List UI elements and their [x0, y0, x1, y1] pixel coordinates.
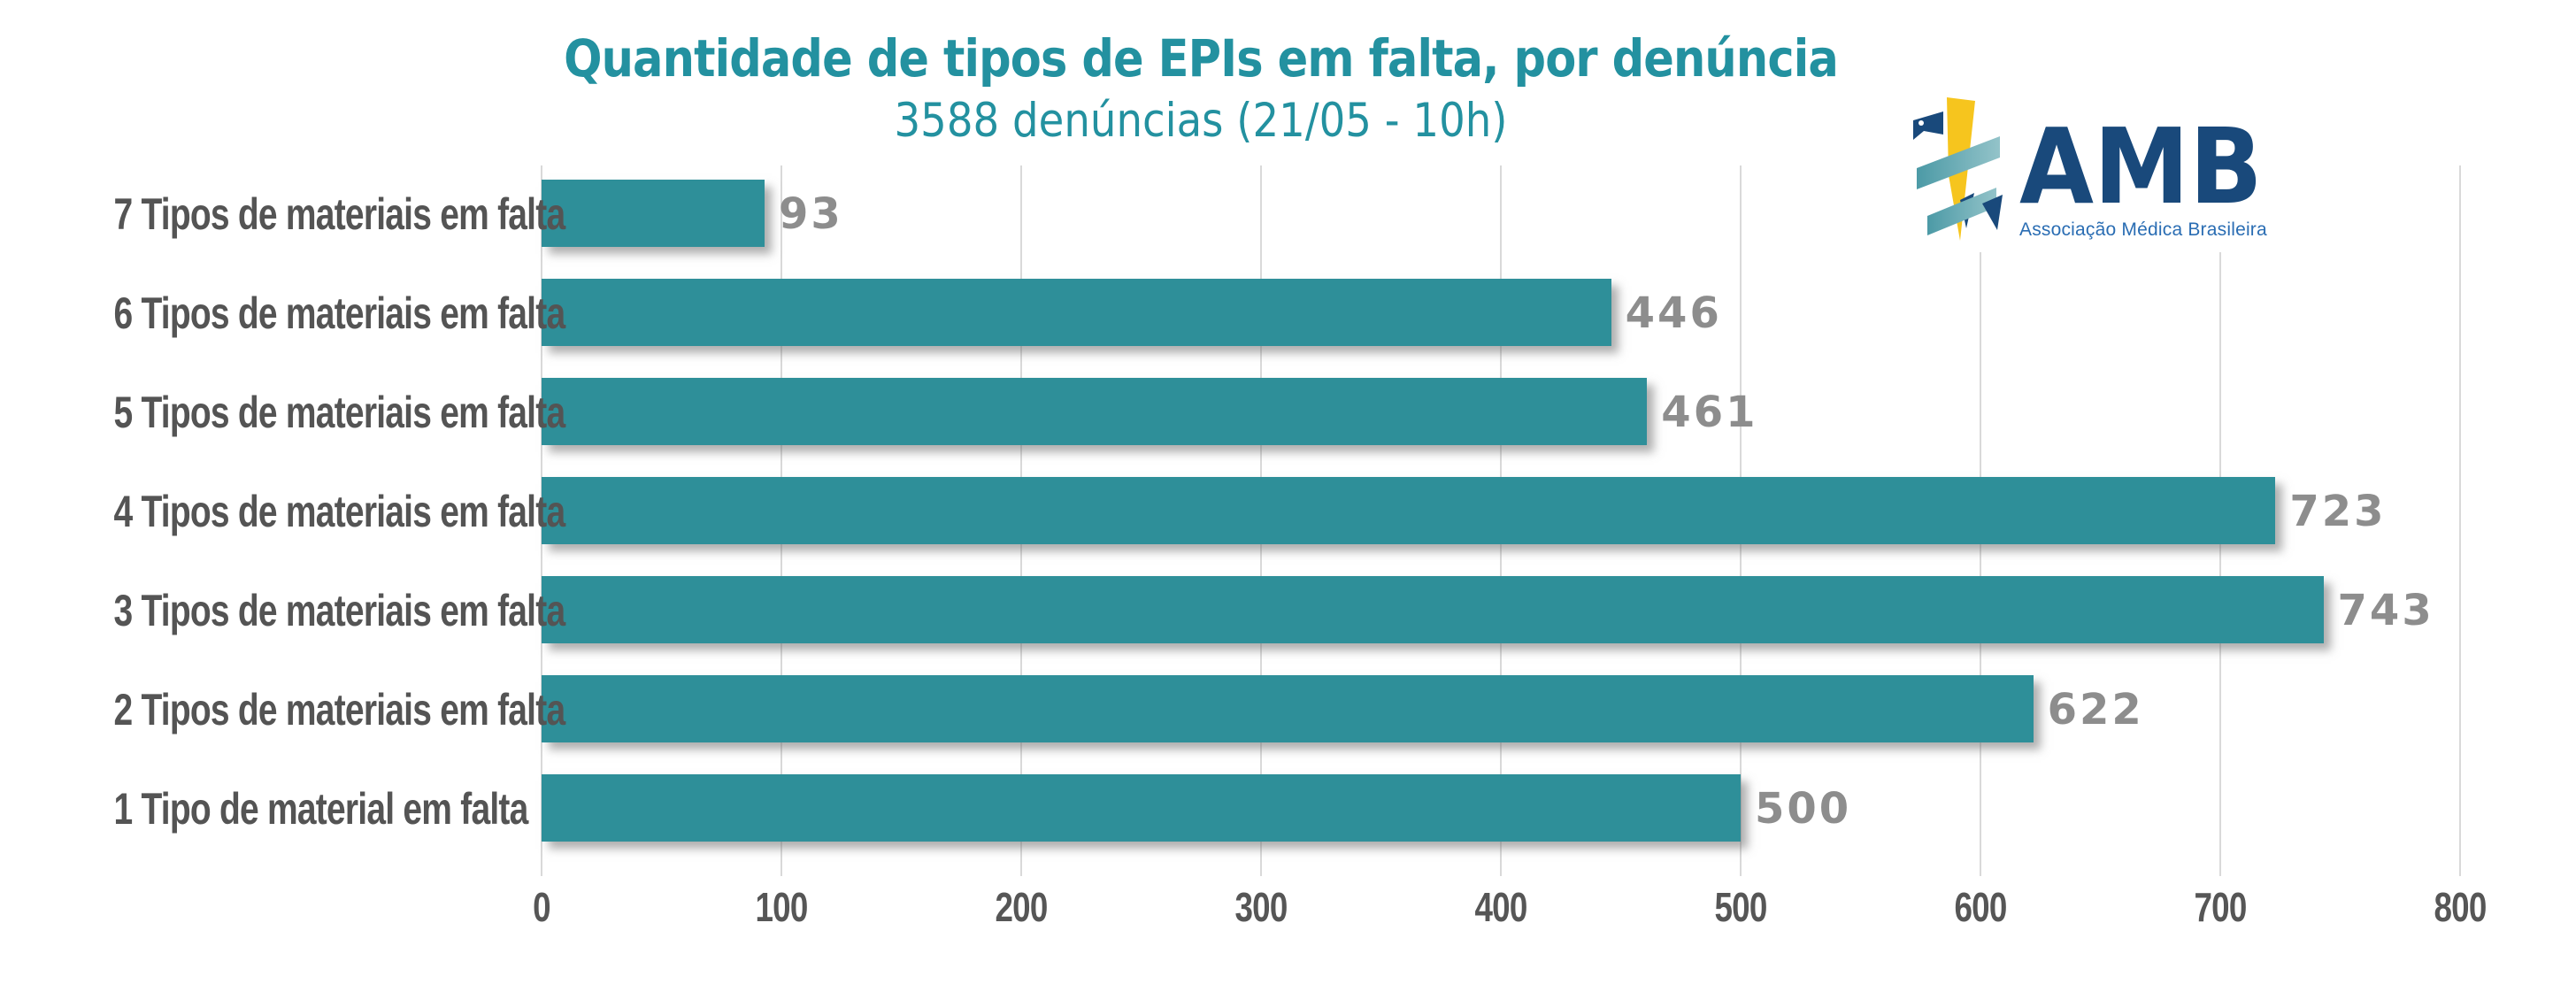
bar-value-label: 446 [1625, 288, 1722, 338]
bar [542, 180, 765, 247]
amb-logo-caption: Associação Médica Brasileira [2019, 219, 2267, 240]
x-tick-label-400: 400 [1474, 884, 1528, 930]
caduceus-icon [1913, 97, 2003, 241]
category-label: 3 Tipos de materiais em falta [113, 586, 565, 635]
bar [542, 675, 2034, 742]
bar [542, 279, 1611, 346]
category-label: 4 Tipos de materiais em falta [113, 487, 565, 536]
bar-value-label: 500 [1755, 784, 1852, 834]
bar-value-label: 743 [2337, 586, 2434, 635]
chart-subtitle: 3588 denúncias (21/05 - 10h) [894, 94, 1508, 148]
bar [542, 378, 1648, 445]
bar-value-label: 723 [2289, 487, 2387, 536]
gridline-800 [2459, 165, 2461, 876]
category-label: 5 Tipos de materiais em falta [113, 388, 565, 437]
x-axis: 0 100 200 300 400 500 600 700 800 [533, 883, 2487, 936]
bar [542, 576, 2324, 643]
category-label: 6 Tipos de materiais em falta [113, 288, 565, 338]
category-label: 2 Tipos de materiais em falta [113, 685, 565, 734]
x-tick-label-700: 700 [2194, 884, 2248, 930]
x-tick-label-500: 500 [1714, 884, 1768, 930]
bar [542, 477, 2276, 544]
bar-value-label: 93 [779, 189, 843, 239]
bar-value-label: 461 [1661, 388, 1758, 437]
x-tick-label-600: 600 [1954, 884, 2008, 930]
category-label: 1 Tipo de material em falta [113, 784, 528, 834]
x-tick-label-100: 100 [755, 884, 809, 930]
amb-logo-text: AMB Associação Médica Brasileira [2019, 88, 2284, 241]
plot-area: 93 446 461 723 743 622 500 [541, 165, 2461, 876]
x-tick-label-0: 0 [533, 884, 550, 930]
x-tick-label-800: 800 [2434, 884, 2488, 930]
x-tick-label-300: 300 [1234, 884, 1288, 930]
amb-logo-acronym: AMB [2019, 105, 2263, 227]
chart-title: Quantidade de tipos de EPIs em falta, po… [564, 28, 1839, 88]
category-label: 7 Tipos de materiais em falta [113, 189, 565, 239]
x-tick-label-200: 200 [995, 884, 1049, 930]
bar-value-label: 622 [2047, 685, 2144, 734]
amb-logo: AMB Associação Médica Brasileira [1911, 88, 2305, 252]
category-axis: 7 Tipos de materiais em falta 6 Tipos de … [0, 165, 565, 876]
bar [542, 774, 1741, 842]
